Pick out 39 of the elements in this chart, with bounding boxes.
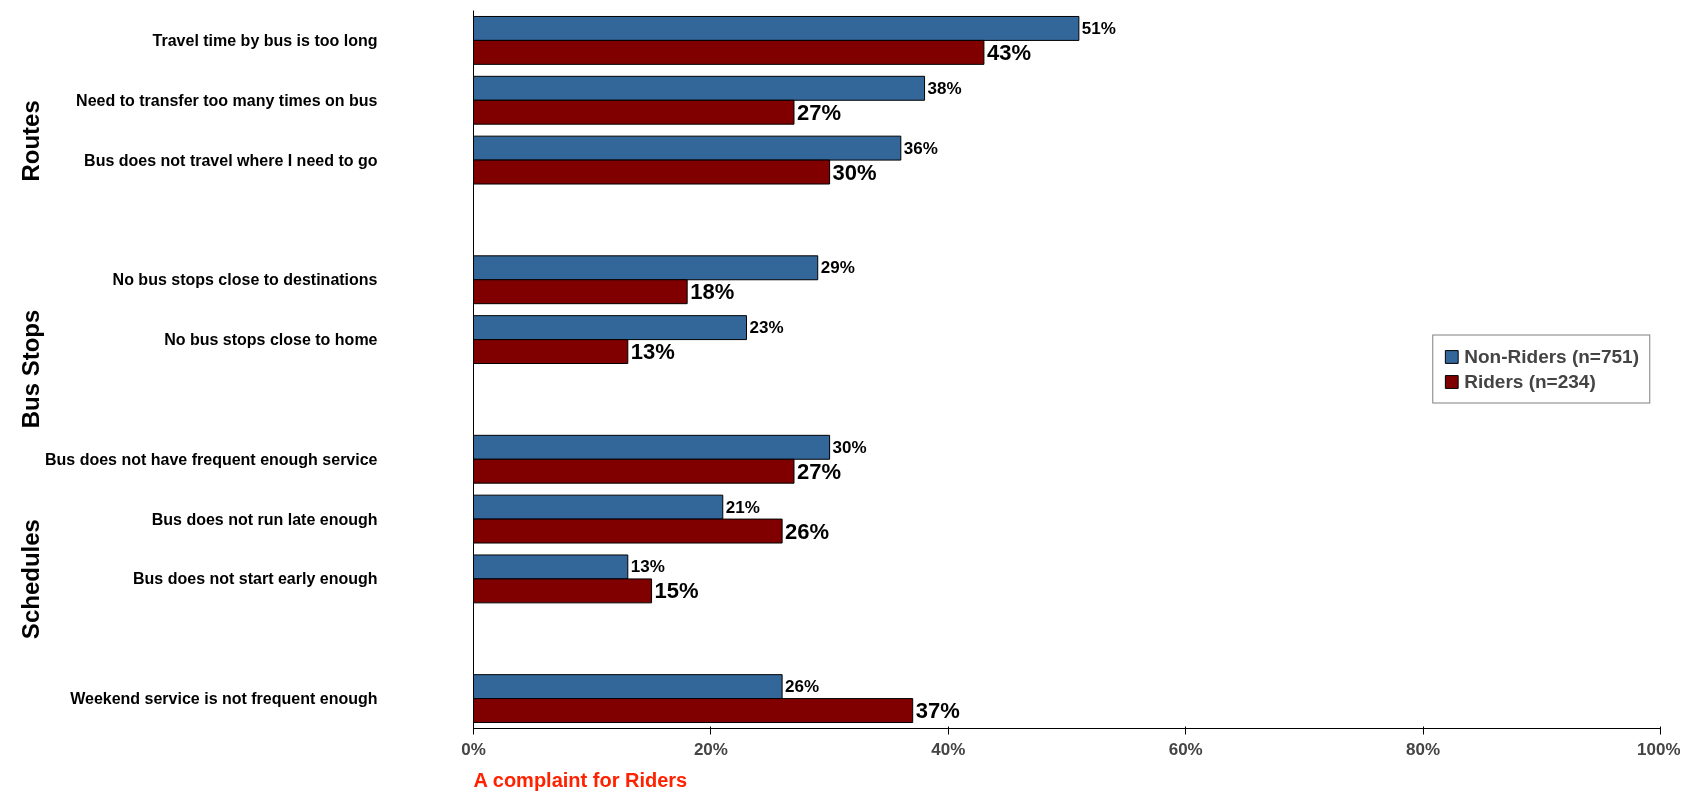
x-tick-label: 100%	[1637, 739, 1681, 759]
data-label: 36%	[903, 138, 938, 158]
data-label: 30%	[832, 159, 877, 185]
x-tick-label: 40%	[931, 739, 966, 759]
data-label: 29%	[820, 258, 855, 278]
y-tick-label: Bus does not travel where I need to go	[84, 151, 378, 169]
legend-label: Riders (n=234)	[1464, 370, 1596, 393]
data-label: 13%	[630, 557, 665, 577]
y-tick-label: Bus does not run late enough	[151, 510, 378, 528]
data-label: 43%	[986, 39, 1031, 65]
y-tick-label: Weekend service is not frequent enough	[70, 690, 378, 708]
y-tick-label: No bus stops close to destinations	[112, 271, 378, 289]
data-label: 13%	[630, 339, 675, 365]
data-label: 30%	[832, 437, 867, 457]
data-label: 23%	[749, 318, 784, 338]
y-tick-label: No bus stops close to home	[164, 331, 378, 349]
data-label: 18%	[690, 279, 735, 305]
y-tick-label: Bus does not start early enough	[133, 570, 378, 588]
text: A complaint for Riders	[473, 768, 688, 791]
data-label: 27%	[796, 99, 842, 125]
data-label: 38%	[927, 78, 962, 98]
legend-label: Non-Riders (n=751)	[1464, 345, 1639, 368]
text: Routes	[17, 100, 44, 182]
data-label: 26%	[785, 518, 830, 544]
data-label: 26%	[785, 677, 820, 697]
data-label: 21%	[725, 497, 760, 517]
data-label: 27%	[796, 458, 842, 484]
x-tick-label: 20%	[693, 739, 728, 759]
y-tick-label: Travel time by bus is too long	[152, 31, 378, 49]
y-tick-label: Need to transfer too many times on bus	[76, 91, 378, 109]
data-label: 51%	[1081, 18, 1116, 38]
data-label: 15%	[654, 578, 699, 604]
x-tick-label: 0%	[461, 739, 486, 759]
data-label: 37%	[915, 698, 960, 724]
x-tick-label: 80%	[1406, 739, 1441, 759]
text: Schedules	[17, 519, 44, 640]
x-tick-label: 60%	[1168, 739, 1203, 759]
text: Bus Stops	[17, 309, 44, 429]
y-tick-label: Bus does not have frequent enough service	[44, 450, 378, 468]
